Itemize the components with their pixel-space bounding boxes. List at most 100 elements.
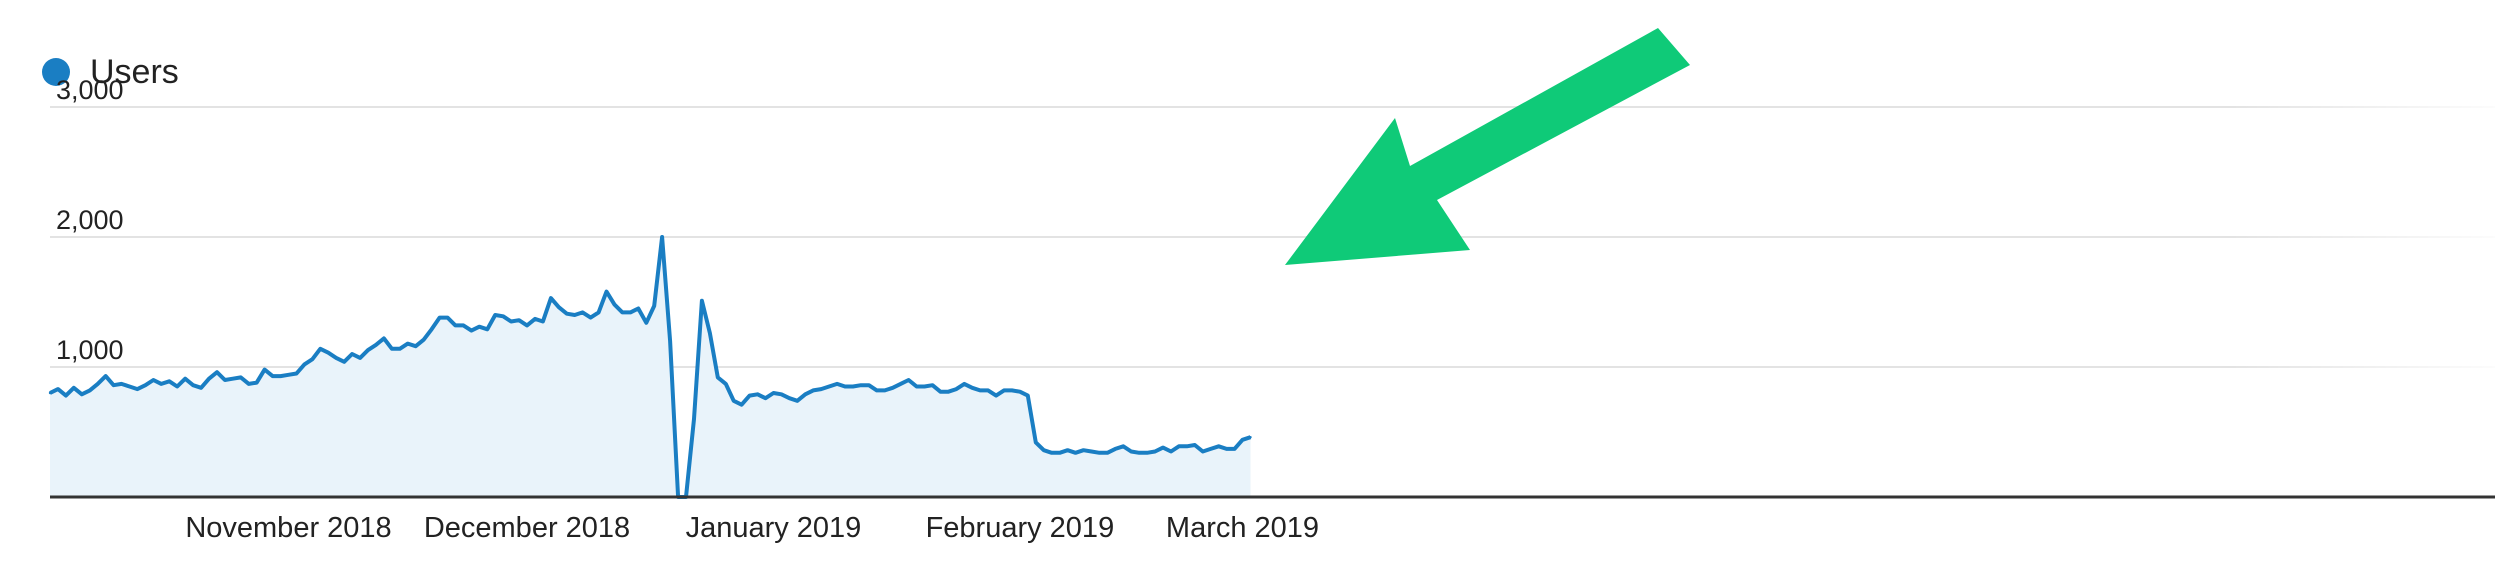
data-point xyxy=(978,389,982,392)
data-point xyxy=(1138,451,1141,454)
legend-label-users: Users xyxy=(90,52,179,91)
data-point xyxy=(780,393,783,396)
data-point xyxy=(1010,389,1014,392)
y-tick-label: 3,000 xyxy=(56,75,124,105)
data-point xyxy=(716,376,719,379)
data-point xyxy=(398,347,401,350)
data-point xyxy=(239,376,242,379)
data-point xyxy=(788,397,791,400)
data-point xyxy=(843,385,847,388)
data-point xyxy=(1193,443,1197,447)
data-point xyxy=(812,389,815,392)
data-point xyxy=(64,394,68,397)
data-point xyxy=(343,360,346,363)
data-point xyxy=(931,384,934,387)
x-tick-label: December 2018 xyxy=(424,512,630,544)
data-point xyxy=(835,382,839,386)
data-point xyxy=(629,311,632,314)
data-point xyxy=(1106,451,1109,454)
data-point xyxy=(891,386,894,389)
data-point xyxy=(1098,451,1101,454)
data-point xyxy=(724,382,727,386)
data-point xyxy=(1161,446,1165,449)
data-point xyxy=(422,338,425,341)
data-point xyxy=(255,381,258,384)
data-point xyxy=(358,356,362,360)
data-point xyxy=(271,374,274,378)
data-point xyxy=(446,316,449,319)
data-point xyxy=(732,399,735,402)
data-point xyxy=(168,380,171,383)
data-point xyxy=(1201,450,1205,453)
data-point xyxy=(478,325,481,328)
data-point xyxy=(470,329,473,332)
data-point xyxy=(867,384,871,387)
data-point xyxy=(199,386,203,389)
data-point xyxy=(1169,450,1173,453)
data-point xyxy=(295,372,298,375)
data-point xyxy=(350,352,354,356)
users-line xyxy=(49,235,1252,499)
data-point xyxy=(557,306,560,309)
data-point xyxy=(645,321,648,324)
data-point xyxy=(223,378,227,382)
chart-legend[interactable]: Users xyxy=(42,52,179,92)
data-point xyxy=(1122,445,1125,448)
data-point xyxy=(947,390,950,393)
data-point xyxy=(1050,451,1053,454)
data-point xyxy=(390,347,394,350)
data-point xyxy=(1209,447,1212,451)
data-point xyxy=(104,374,107,378)
data-point xyxy=(1066,449,1069,452)
y-tick-label: 2,000 xyxy=(56,205,124,235)
data-point xyxy=(96,382,99,386)
data-point xyxy=(565,312,568,315)
data-point xyxy=(1217,445,1220,448)
data-point xyxy=(184,377,187,380)
data-point xyxy=(56,387,60,391)
data-point xyxy=(613,303,616,306)
data-point xyxy=(231,377,234,380)
data-point xyxy=(819,387,823,391)
data-point xyxy=(128,385,131,388)
data-point xyxy=(279,374,282,378)
data-point xyxy=(1241,438,1244,441)
data-point xyxy=(207,377,211,380)
data-point xyxy=(692,417,696,421)
data-point xyxy=(1114,447,1117,451)
data-point xyxy=(923,385,926,388)
data-point xyxy=(1042,449,1046,452)
data-point xyxy=(851,385,855,388)
data-point xyxy=(637,307,640,310)
data-point xyxy=(1225,447,1228,451)
series-line xyxy=(49,235,1252,499)
data-point xyxy=(549,296,553,300)
data-point xyxy=(191,384,195,387)
data-point xyxy=(88,389,92,392)
data-point xyxy=(517,319,521,322)
data-point xyxy=(1249,436,1252,439)
area-fill xyxy=(50,237,1251,497)
data-point xyxy=(772,391,775,395)
data-point xyxy=(374,343,378,347)
data-point xyxy=(1074,451,1077,454)
data-point xyxy=(899,382,902,386)
data-point xyxy=(1082,449,1085,452)
data-point xyxy=(48,391,52,395)
data-point xyxy=(215,371,219,374)
data-point xyxy=(1026,394,1030,397)
right-fade-overlay xyxy=(1600,100,2500,570)
data-point xyxy=(589,316,592,319)
data-point xyxy=(319,347,322,350)
data-point xyxy=(80,393,84,396)
x-tick-label: November 2018 xyxy=(185,512,391,544)
data-point xyxy=(533,317,537,321)
data-point xyxy=(764,397,767,400)
data-point xyxy=(136,387,139,391)
data-point xyxy=(287,373,290,376)
data-point xyxy=(1153,450,1157,453)
data-point xyxy=(112,384,115,387)
data-point xyxy=(859,384,863,387)
data-points xyxy=(48,235,1252,499)
data-point xyxy=(438,316,441,319)
